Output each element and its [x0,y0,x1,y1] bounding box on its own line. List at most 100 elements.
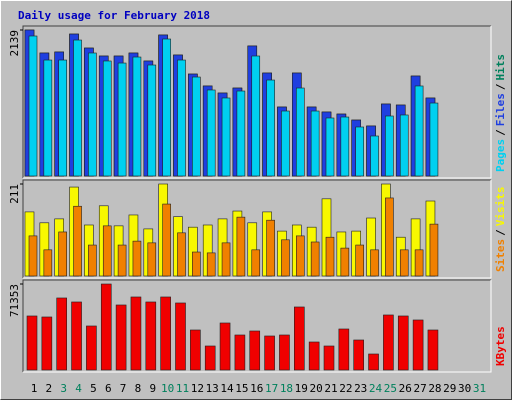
bar [58,59,68,177]
bar [177,232,186,277]
x-tick-label: 25 [384,382,397,395]
bar [192,76,201,177]
bar [266,219,275,277]
legend-entry: Hits [494,54,507,81]
x-tick-label: 1 [31,382,38,395]
x-tick-label: 19 [295,382,308,395]
bar [385,197,394,277]
legend-separator: / [494,83,507,90]
x-tick-label: 15 [235,382,248,395]
bar [28,35,38,177]
bar [429,223,439,277]
bar [281,110,290,177]
bar [102,225,112,277]
bar [219,322,231,371]
bar [414,249,424,277]
chart-title: Daily usage for February 2018 [18,9,210,22]
legend-separator: / [494,129,507,136]
legend: Sites / Visits [494,187,507,273]
bar [147,64,157,177]
x-tick-label: 27 [413,382,426,395]
bar [414,85,424,177]
bar [399,249,409,277]
bar [41,316,53,371]
plot-border-dark [22,279,491,372]
bar [323,345,335,371]
bar [160,296,171,371]
bar [249,330,261,371]
bar [385,115,394,177]
x-tick-label: 29 [443,382,456,395]
bar [56,297,68,371]
x-tick-label: 9 [149,382,156,395]
plot-border-light [23,280,492,373]
bar [281,239,290,277]
bar [355,126,365,177]
x-tick-label: 11 [176,382,189,395]
bar [370,135,379,177]
bar [192,251,201,277]
bar [43,249,53,277]
bar [58,231,68,277]
y-tick-label: 2139 [8,30,21,57]
bar [236,216,246,277]
bar [73,205,82,277]
legend-entry: KBytes [494,326,507,366]
bar [293,306,305,371]
bar [177,59,186,177]
plot-border-light [23,26,492,179]
x-tick-label: 2 [46,382,53,395]
y-tick-label: 71353 [8,284,21,317]
bar [145,301,157,371]
bar [338,328,350,371]
legend: KBytes [494,326,507,366]
bar [310,110,320,177]
bar [399,114,409,177]
bar [308,341,320,371]
bar [162,38,171,177]
x-tick-label: 7 [120,382,127,395]
plot-border-dark [22,179,491,278]
bar [206,89,216,177]
x-tick-label: 3 [60,382,67,395]
x-tick-label: 28 [428,382,441,395]
bar [190,329,201,371]
bar [102,60,112,177]
x-tick-label: 10 [161,382,174,395]
bar [251,249,261,277]
bar [115,304,127,371]
bar [88,52,97,177]
bar [73,39,82,177]
bar [295,235,305,277]
x-tick-label: 17 [265,382,278,395]
bar [206,252,216,277]
x-tick-label: 18 [280,382,293,395]
bar [86,325,97,371]
bar [429,102,439,177]
legend-entry: Sites [494,239,507,272]
bar [162,203,171,277]
bar [130,296,142,371]
plot-border-light [23,180,492,279]
x-tick-label: 5 [90,382,97,395]
y-tick-label: 211 [8,184,21,204]
bar [266,79,275,177]
bar [71,301,82,371]
bar [28,235,38,277]
bar [279,334,290,371]
x-tick-label: 16 [250,382,263,395]
bar [383,314,394,371]
bar [175,302,186,371]
bar [310,241,320,277]
bar [397,315,409,371]
x-tick-label: 26 [399,382,412,395]
x-tick-label: 8 [135,382,142,395]
x-tick-label: 24 [369,382,383,395]
legend-entry: Visits [494,187,507,227]
bar [88,244,97,277]
legend: Pages / Files / Hits [494,54,507,172]
bar [340,116,350,177]
bar [264,335,275,371]
